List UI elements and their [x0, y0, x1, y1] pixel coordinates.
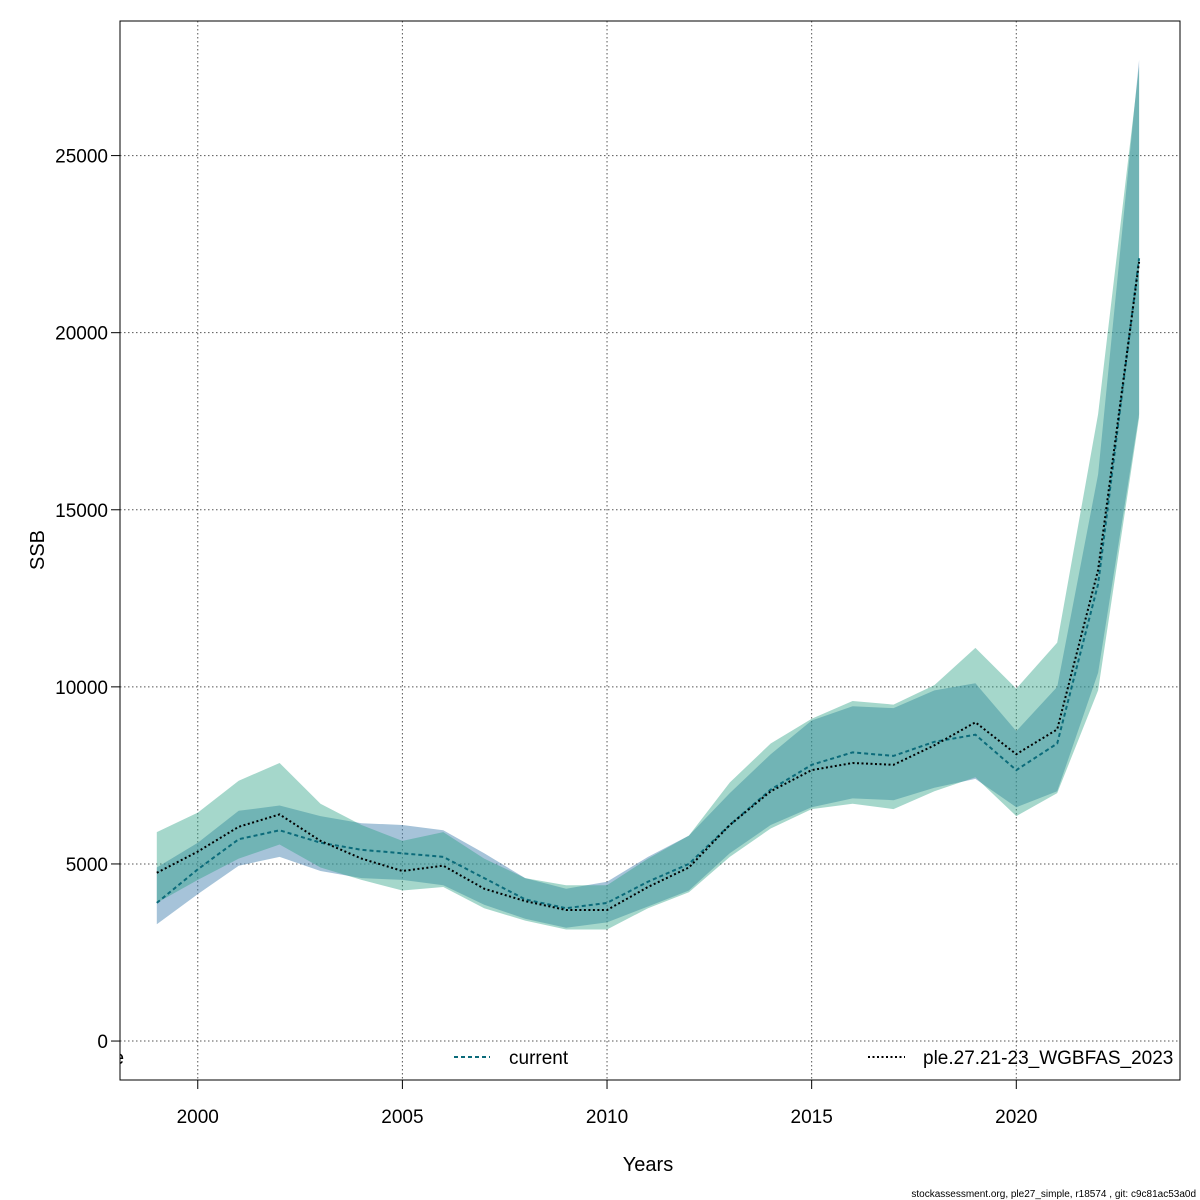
x-tick-label-4: 2020 — [995, 1107, 1037, 1128]
x-tick-label-2: 2010 — [586, 1107, 628, 1128]
y-tick-label-2: 10000 — [55, 678, 108, 699]
plot-frame — [119, 20, 1181, 1081]
y-tick-label-5: 25000 — [55, 147, 108, 168]
confidence-bands — [156, 60, 1140, 930]
axes: 2000 2005 2010 2015 2020 0 5000 10000 15000 20000… — [55, 20, 1181, 1128]
footer-credit: stockassessment.org, ple27_simple, r1857… — [911, 1189, 1196, 1200]
x-tick-label-0: 2000 — [177, 1107, 219, 1128]
series-line-0 — [156, 258, 1141, 910]
series-lines — [156, 258, 1141, 911]
x-axis-title: Years — [623, 1154, 673, 1176]
legend-label-ple: ple.27.21-23_WGBFAS_2023 — [923, 1048, 1173, 1069]
confidence-band-0 — [156, 60, 1140, 928]
confidence-band-1 — [156, 67, 1140, 930]
y-tick-label-0: 0 — [97, 1032, 108, 1053]
y-tick-label-4: 20000 — [55, 324, 108, 345]
y-tick-label-1: 5000 — [66, 855, 108, 876]
legend: se current ple.27.21-23_WGBFAS_2023 — [104, 1048, 1173, 1069]
series-line-1 — [156, 261, 1141, 911]
legend-label-current: current — [509, 1048, 569, 1069]
x-tick-label-1: 2005 — [381, 1107, 423, 1128]
y-axis-title: SSB — [27, 530, 49, 570]
grid-lines — [120, 21, 1180, 1080]
y-tick-label-3: 15000 — [55, 501, 108, 522]
legend-label-se: se — [104, 1048, 124, 1069]
legend-items: se current ple.27.21-23_WGBFAS_2023 — [104, 1048, 1173, 1069]
x-tick-label-3: 2015 — [791, 1107, 833, 1128]
